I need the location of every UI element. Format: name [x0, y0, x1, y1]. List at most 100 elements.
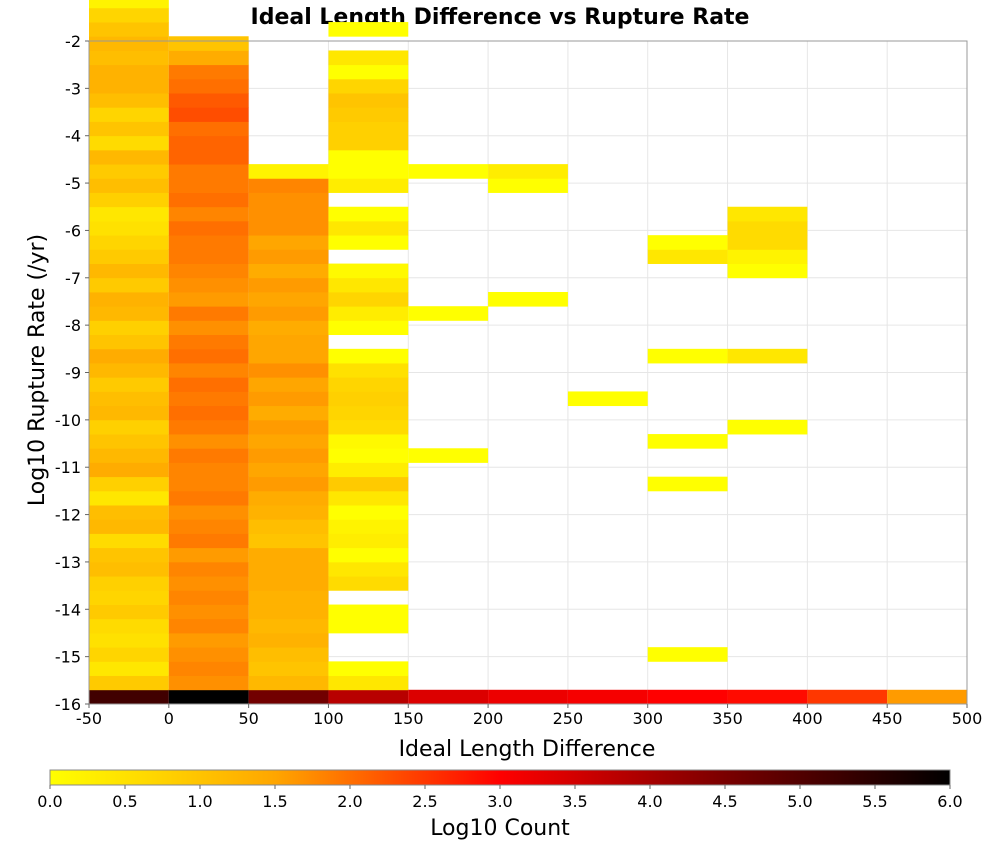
heatmap-cell [727, 249, 808, 264]
x-axis-ticks: -50 0 50 100 150 200 250 300 350 400 450 500 [76, 704, 982, 728]
heatmap-cell [168, 561, 249, 577]
heatmap-cell [168, 320, 249, 336]
x-tick-label: -50 [76, 709, 102, 728]
heatmap-cell [168, 490, 249, 506]
heatmap-cell [89, 263, 169, 279]
heatmap-cell [807, 689, 888, 705]
heatmap-cell [328, 391, 409, 407]
heatmap-cell [328, 149, 409, 165]
heatmap-cell [248, 490, 329, 506]
x-tick-label: 350 [712, 709, 743, 728]
y-tick-label: -5 [65, 174, 81, 193]
heatmap-cell [248, 419, 329, 435]
heatmap-cell [567, 391, 648, 407]
heatmap-cell [168, 419, 249, 435]
heatmap-cell [168, 149, 249, 165]
x-tick-label: 200 [473, 709, 504, 728]
heatmap-cell [647, 476, 728, 492]
heatmap-cell [328, 618, 409, 634]
heatmap-cell [89, 547, 169, 563]
heatmap-cell [248, 291, 329, 307]
heatmap-cell [168, 434, 249, 449]
heatmap-cell [328, 547, 409, 563]
heatmap-cell [89, 519, 169, 534]
y-tick-label: -15 [55, 648, 81, 667]
heatmap-cell [647, 647, 728, 662]
heatmap-cell [89, 334, 169, 350]
heatmap-cell [168, 107, 249, 122]
heatmap-cell [727, 220, 808, 236]
heatmap-cell [168, 505, 249, 520]
heatmap-cell [248, 618, 329, 634]
heatmap-cell [89, 576, 169, 591]
y-tick-label: -14 [55, 600, 81, 619]
heatmap-cell [89, 277, 169, 293]
heatmap-cell [89, 93, 169, 108]
heatmap-cell [248, 632, 329, 648]
heatmap-cell [168, 220, 249, 236]
heatmap-cell [89, 604, 169, 620]
heatmap-cell [168, 249, 249, 264]
heatmap-cell [168, 206, 249, 222]
colorbar-tick-label: 4.0 [637, 792, 662, 811]
heatmap-cell [328, 306, 409, 321]
heatmap-cell [89, 178, 169, 193]
heatmap-cell [168, 50, 249, 66]
colorbar-tick-label: 6.0 [937, 792, 962, 811]
heatmap-cell [248, 647, 329, 662]
heatmap-cell [328, 220, 409, 236]
heatmap-cell [89, 661, 169, 676]
heatmap-cell [168, 135, 249, 151]
heatmap-cell [89, 220, 169, 236]
heatmap-cell [248, 689, 329, 705]
heatmap-cell [328, 277, 409, 293]
heatmap-cell [328, 419, 409, 435]
heatmap-cell [727, 689, 808, 705]
heatmap-cell [488, 689, 568, 705]
heatmap-cell [647, 689, 728, 705]
heatmap-cell [328, 320, 409, 336]
heatmap-cell [248, 590, 329, 605]
heatmap-cell [248, 178, 329, 193]
heatmap-cell [328, 121, 409, 137]
heatmap-cell [248, 377, 329, 392]
heatmap-cell [408, 448, 489, 463]
heatmap-cell [248, 576, 329, 591]
heatmap-cell [727, 263, 808, 279]
heatmap-cell [89, 206, 169, 222]
x-tick-label: 100 [313, 709, 344, 728]
x-tick-label: 450 [872, 709, 903, 728]
heatmap-cell [248, 306, 329, 321]
colorbar-tick-label: 1.0 [187, 792, 212, 811]
heatmap-cell [647, 434, 728, 449]
heatmap-cell [168, 675, 249, 691]
heatmap-cell [328, 462, 409, 478]
y-tick-label: -12 [55, 506, 81, 525]
colorbar-tick-label: 3.0 [487, 792, 512, 811]
heatmap-cell [89, 22, 169, 37]
heatmap-cell [89, 377, 169, 392]
heatmap-cell [647, 235, 728, 250]
heatmap-cell [887, 689, 967, 705]
colorbar-label: Log10 Count [430, 816, 570, 841]
y-tick-label: -11 [55, 458, 81, 477]
heatmap-cell [168, 590, 249, 605]
heatmap-cell [168, 576, 249, 591]
heatmap-cell [248, 277, 329, 293]
heatmap-cell [328, 377, 409, 392]
heatmap-cell [328, 291, 409, 307]
heatmap-cell [248, 476, 329, 492]
heatmap-cell [488, 178, 568, 193]
heatmap-cell [168, 263, 249, 279]
heatmap-cell [328, 263, 409, 279]
y-axis-ticks: -2 -3 -4 -5 -6 -7 -8 -9 -10 -11 -12 -13 -14 -15 -16 [55, 32, 89, 714]
heatmap-cell [89, 405, 169, 421]
colorbar-tick-label: 4.5 [712, 792, 737, 811]
heatmap-cell [248, 334, 329, 350]
heatmap-cell [248, 348, 329, 364]
x-tick-label: 50 [238, 709, 258, 728]
heatmap-cell [168, 604, 249, 620]
colorbar-tick-label: 5.0 [787, 792, 812, 811]
heatmap-cell [328, 206, 409, 222]
y-axis-label: Log10 Rupture Rate (/yr) [25, 234, 50, 506]
